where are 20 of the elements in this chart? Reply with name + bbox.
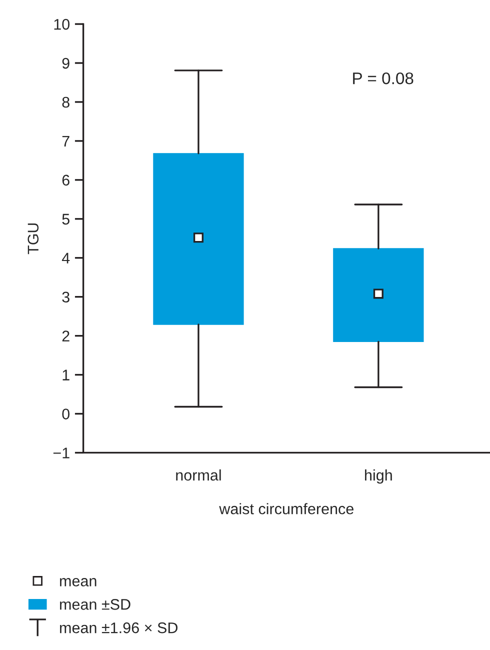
y-tick-label: 9 [62, 58, 70, 69]
y-tick-label: 1 [62, 370, 70, 380]
text: mean ±1.96 × SD [60, 622, 178, 634]
y-tick-label: 5 [62, 214, 70, 225]
y-tick-label: 2 [62, 330, 70, 342]
legend-label: mean ±SD [60, 599, 130, 610]
annotation: P = 0.08 [353, 72, 414, 84]
y-tick-label: 4 [62, 252, 70, 264]
y-tick-label: 0 [62, 408, 70, 420]
legend-label: mean [60, 578, 96, 586]
x-axis-title: waist circumference [219, 503, 354, 514]
x-tick-label: normal [176, 469, 221, 481]
y-tick-label: 7 [62, 136, 70, 146]
y-tick-label: 6 [62, 174, 70, 186]
y-tick-label: 8 [62, 96, 70, 108]
y-tick-label: 10 [54, 18, 70, 30]
y-axis-title: TGU [28, 223, 39, 254]
y-tick-label: 3 [62, 292, 70, 303]
x-tick-label: high [365, 469, 392, 484]
y-tick-label: −1 [53, 448, 70, 458]
